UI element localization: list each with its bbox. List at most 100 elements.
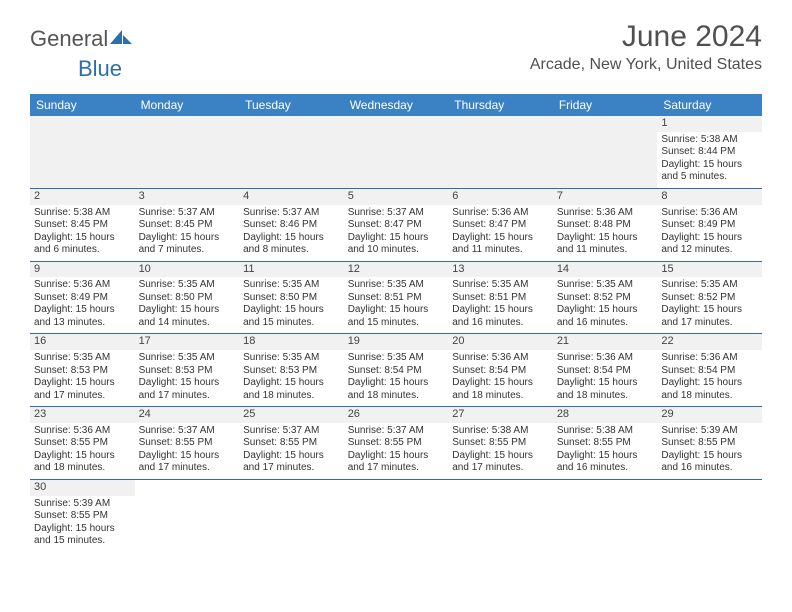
day-number: 23	[30, 407, 135, 423]
day-cell: 28Sunrise: 5:38 AMSunset: 8:55 PMDayligh…	[553, 407, 658, 480]
daylight-text: Daylight: 15 hours	[557, 304, 654, 317]
sunrise-text: Sunrise: 5:36 AM	[34, 279, 131, 292]
sunset-text: Sunset: 8:55 PM	[243, 437, 340, 450]
day-number: 8	[657, 189, 762, 205]
daylight-text: Daylight: 15 hours	[348, 450, 445, 463]
sunset-text: Sunset: 8:50 PM	[243, 292, 340, 305]
location-text: Arcade, New York, United States	[530, 56, 762, 74]
sunset-text: Sunset: 8:55 PM	[139, 437, 236, 450]
sunrise-text: Sunrise: 5:37 AM	[348, 207, 445, 220]
day-cell	[135, 116, 240, 188]
sunrise-text: Sunrise: 5:35 AM	[34, 352, 131, 365]
daylight-text: and 17 minutes.	[139, 390, 236, 403]
sunrise-text: Sunrise: 5:35 AM	[452, 279, 549, 292]
daylight-text: Daylight: 15 hours	[243, 304, 340, 317]
daylight-text: and 16 minutes.	[557, 317, 654, 330]
month-title: June 2024	[530, 20, 762, 54]
daylight-text: Daylight: 15 hours	[661, 159, 758, 172]
daylight-text: Daylight: 15 hours	[243, 450, 340, 463]
daylight-text: Daylight: 15 hours	[348, 232, 445, 245]
daylight-text: Daylight: 15 hours	[243, 377, 340, 390]
week-row: 9Sunrise: 5:36 AMSunset: 8:49 PMDaylight…	[30, 261, 762, 334]
daylight-text: Daylight: 15 hours	[661, 232, 758, 245]
day-header: Wednesday	[344, 94, 449, 116]
day-cell: 26Sunrise: 5:37 AMSunset: 8:55 PMDayligh…	[344, 407, 449, 480]
sunrise-text: Sunrise: 5:36 AM	[661, 207, 758, 220]
daylight-text: and 17 minutes.	[348, 462, 445, 475]
sunset-text: Sunset: 8:51 PM	[452, 292, 549, 305]
daylight-text: Daylight: 15 hours	[661, 304, 758, 317]
daylight-text: and 18 minutes.	[452, 390, 549, 403]
day-number: 6	[448, 189, 553, 205]
day-cell: 23Sunrise: 5:36 AMSunset: 8:55 PMDayligh…	[30, 407, 135, 480]
day-cell: 13Sunrise: 5:35 AMSunset: 8:51 PMDayligh…	[448, 261, 553, 334]
day-cell: 16Sunrise: 5:35 AMSunset: 8:53 PMDayligh…	[30, 334, 135, 407]
sunrise-text: Sunrise: 5:35 AM	[139, 352, 236, 365]
calendar-table: Sunday Monday Tuesday Wednesday Thursday…	[30, 94, 762, 552]
daylight-text: and 16 minutes.	[452, 317, 549, 330]
day-cell	[239, 479, 344, 551]
day-number: 30	[30, 480, 135, 496]
daylight-text: and 13 minutes.	[34, 317, 131, 330]
day-cell: 14Sunrise: 5:35 AMSunset: 8:52 PMDayligh…	[553, 261, 658, 334]
day-number: 15	[657, 262, 762, 278]
day-cell: 4Sunrise: 5:37 AMSunset: 8:46 PMDaylight…	[239, 188, 344, 261]
daylight-text: and 10 minutes.	[348, 244, 445, 257]
sunrise-text: Sunrise: 5:35 AM	[243, 352, 340, 365]
day-header: Saturday	[657, 94, 762, 116]
sunset-text: Sunset: 8:53 PM	[243, 365, 340, 378]
logo-text-blue: Blue	[78, 56, 122, 82]
sunset-text: Sunset: 8:55 PM	[661, 437, 758, 450]
day-cell	[657, 479, 762, 551]
day-cell	[239, 116, 344, 188]
sunrise-text: Sunrise: 5:37 AM	[348, 425, 445, 438]
day-number: 13	[448, 262, 553, 278]
daylight-text: and 18 minutes.	[348, 390, 445, 403]
day-cell: 27Sunrise: 5:38 AMSunset: 8:55 PMDayligh…	[448, 407, 553, 480]
day-number: 24	[135, 407, 240, 423]
daylight-text: Daylight: 15 hours	[557, 450, 654, 463]
sunset-text: Sunset: 8:52 PM	[557, 292, 654, 305]
day-number: 10	[135, 262, 240, 278]
day-header: Tuesday	[239, 94, 344, 116]
logo: General	[30, 26, 134, 52]
day-cell: 18Sunrise: 5:35 AMSunset: 8:53 PMDayligh…	[239, 334, 344, 407]
sunrise-text: Sunrise: 5:37 AM	[139, 207, 236, 220]
sunrise-text: Sunrise: 5:39 AM	[661, 425, 758, 438]
daylight-text: Daylight: 15 hours	[557, 377, 654, 390]
day-cell: 1Sunrise: 5:38 AMSunset: 8:44 PMDaylight…	[657, 116, 762, 188]
daylight-text: Daylight: 15 hours	[139, 450, 236, 463]
sunset-text: Sunset: 8:51 PM	[348, 292, 445, 305]
sunset-text: Sunset: 8:55 PM	[557, 437, 654, 450]
sunset-text: Sunset: 8:55 PM	[348, 437, 445, 450]
sunrise-text: Sunrise: 5:35 AM	[243, 279, 340, 292]
daylight-text: and 17 minutes.	[139, 462, 236, 475]
daylight-text: and 15 minutes.	[243, 317, 340, 330]
sunrise-text: Sunrise: 5:36 AM	[34, 425, 131, 438]
daylight-text: Daylight: 15 hours	[34, 304, 131, 317]
daylight-text: and 6 minutes.	[34, 244, 131, 257]
daylight-text: and 11 minutes.	[557, 244, 654, 257]
daylight-text: and 18 minutes.	[557, 390, 654, 403]
daylight-text: and 17 minutes.	[243, 462, 340, 475]
day-number: 12	[344, 262, 449, 278]
day-cell: 10Sunrise: 5:35 AMSunset: 8:50 PMDayligh…	[135, 261, 240, 334]
day-number: 21	[553, 334, 658, 350]
logo-sail-icon	[110, 26, 132, 52]
day-header: Friday	[553, 94, 658, 116]
sunset-text: Sunset: 8:54 PM	[661, 365, 758, 378]
sunrise-text: Sunrise: 5:36 AM	[452, 352, 549, 365]
day-number: 11	[239, 262, 344, 278]
sunset-text: Sunset: 8:54 PM	[348, 365, 445, 378]
day-number: 22	[657, 334, 762, 350]
daylight-text: and 17 minutes.	[34, 390, 131, 403]
day-number: 2	[30, 189, 135, 205]
sunrise-text: Sunrise: 5:35 AM	[348, 279, 445, 292]
sunset-text: Sunset: 8:49 PM	[34, 292, 131, 305]
sunset-text: Sunset: 8:47 PM	[452, 219, 549, 232]
calendar-body: 1Sunrise: 5:38 AMSunset: 8:44 PMDaylight…	[30, 116, 762, 552]
sunrise-text: Sunrise: 5:36 AM	[557, 207, 654, 220]
sunrise-text: Sunrise: 5:37 AM	[243, 207, 340, 220]
day-cell	[448, 116, 553, 188]
daylight-text: Daylight: 15 hours	[34, 377, 131, 390]
